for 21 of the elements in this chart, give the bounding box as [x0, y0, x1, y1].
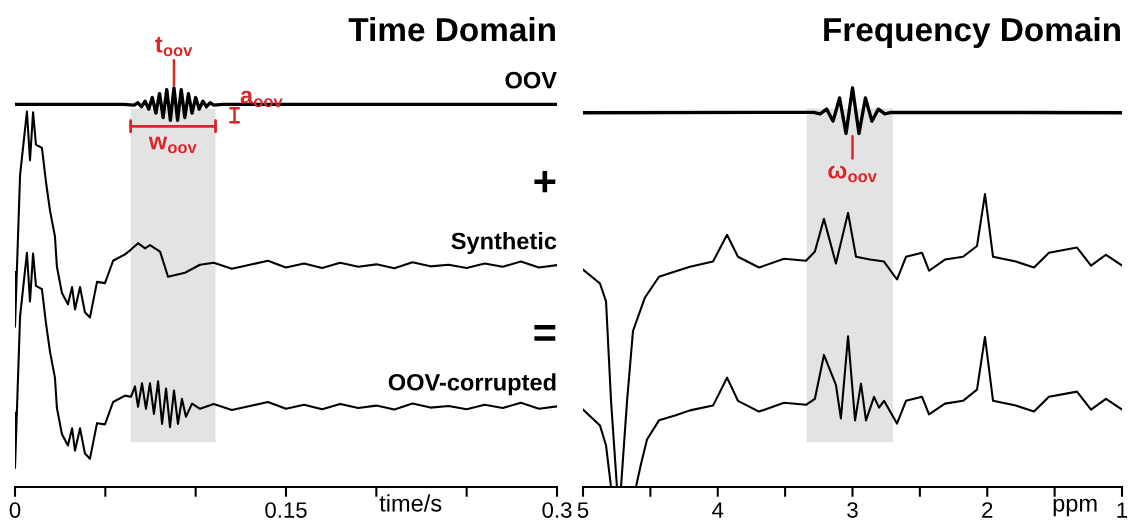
chart-title: Frequency Domain [824, 16, 1120, 49]
x-tick-label: 1 [1117, 502, 1128, 518]
annotation: + [534, 171, 556, 193]
series-label: Synthetic [451, 232, 557, 255]
annotation: t$_{oov}$ [155, 36, 193, 57]
x-tick-label: 0.15 [265, 502, 307, 518]
x-tick-label: 4 [712, 502, 724, 518]
x-axis-title: time/s [379, 494, 442, 512]
x-tick-label: 0.3 [542, 502, 572, 518]
x-tick-label: 2 [982, 502, 993, 518]
x-tick-label: 3 [847, 502, 858, 518]
annotation: ω$_{oov}$ [828, 165, 877, 183]
x-tick-label: 0 [9, 502, 21, 518]
band-label: w$_{oov}$ [148, 136, 197, 154]
series-label: OOV [505, 71, 557, 89]
series-label: OOV-corrupted [388, 373, 556, 396]
x-axis-title: ppm [1053, 498, 1097, 517]
annotation: = [534, 324, 556, 341]
x-tick-label: 5 [577, 502, 589, 518]
chart-title: Time Domain [348, 16, 555, 42]
annotation: a$_{oov}$ [240, 90, 283, 108]
